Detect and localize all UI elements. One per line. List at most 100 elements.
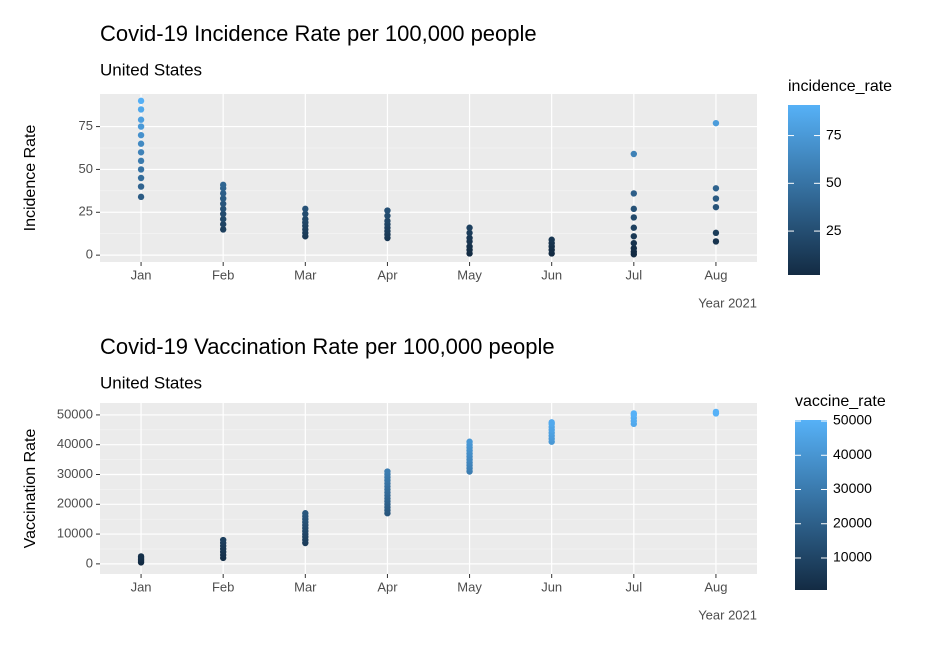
- y-tick-label: 40000: [57, 436, 93, 451]
- colorbar-label: 50000: [833, 412, 872, 428]
- point: [219, 210, 227, 218]
- point: [466, 229, 473, 237]
- point: [384, 217, 391, 225]
- x-tick-label: May: [457, 579, 482, 594]
- chart-title: Covid-19 Vaccination Rate per 100,000 pe…: [100, 334, 555, 359]
- x-tick-label: Jan: [131, 579, 152, 594]
- point: [630, 214, 638, 221]
- y-tick-label: 50: [79, 161, 93, 176]
- point: [466, 224, 473, 231]
- point: [219, 200, 227, 207]
- point: [466, 243, 473, 250]
- point: [137, 166, 145, 173]
- panel: [100, 94, 757, 262]
- y-tick-label: 30000: [57, 466, 93, 481]
- y-axis-title: Vaccination Rate: [22, 429, 39, 549]
- point: [384, 468, 391, 475]
- point: [219, 205, 227, 213]
- y-tick-label: 75: [79, 118, 93, 133]
- y-tick-label: 25: [79, 204, 93, 219]
- x-tick-label: Jan: [131, 267, 152, 282]
- colorbar: [795, 420, 827, 590]
- point: [712, 203, 720, 211]
- x-axis-title: Year 2021: [698, 295, 757, 310]
- point: [712, 238, 720, 245]
- point: [384, 207, 391, 214]
- point: [630, 224, 638, 231]
- point: [219, 181, 227, 189]
- x-tick-label: Jun: [541, 579, 562, 594]
- x-tick-label: Mar: [294, 267, 317, 282]
- colorbar-label: 30000: [833, 480, 872, 496]
- chart-subtitle: United States: [100, 373, 202, 392]
- point: [137, 140, 145, 147]
- x-tick-label: Apr: [377, 267, 398, 282]
- point: [712, 229, 720, 237]
- x-tick-label: May: [457, 267, 482, 282]
- point: [137, 183, 145, 190]
- point: [219, 190, 227, 197]
- x-tick-label: Jun: [541, 267, 562, 282]
- point: [712, 195, 720, 202]
- legend-title: vaccine_rate: [795, 393, 886, 410]
- point: [302, 215, 309, 223]
- point: [548, 419, 555, 426]
- point: [302, 510, 309, 517]
- point: [466, 438, 473, 445]
- point: [219, 221, 227, 228]
- point: [137, 149, 145, 156]
- point: [137, 193, 145, 201]
- point: [384, 212, 391, 219]
- x-tick-label: Mar: [294, 579, 317, 594]
- y-tick-label: 50000: [57, 406, 93, 421]
- point: [302, 210, 309, 218]
- legend-title: incidence_rate: [788, 78, 892, 95]
- y-tick-label: 0: [86, 247, 93, 262]
- chart-subtitle: United States: [100, 60, 202, 79]
- point: [630, 233, 638, 240]
- x-tick-label: Aug: [704, 579, 727, 594]
- x-tick-label: Feb: [212, 579, 234, 594]
- point: [630, 245, 638, 252]
- point: [219, 215, 227, 223]
- colorbar: [788, 105, 820, 275]
- point: [712, 185, 720, 192]
- point: [137, 123, 145, 130]
- x-tick-label: Apr: [377, 579, 398, 594]
- y-tick-label: 10000: [57, 526, 93, 541]
- colorbar-label: 50: [826, 174, 842, 190]
- chart-title: Covid-19 Incidence Rate per 100,000 peop…: [100, 21, 537, 46]
- point: [137, 131, 145, 139]
- y-tick-label: 0: [86, 555, 93, 570]
- point: [137, 157, 145, 165]
- colorbar-label: 10000: [833, 549, 872, 565]
- point: [548, 236, 555, 243]
- point: [630, 410, 638, 417]
- x-tick-label: Feb: [212, 267, 234, 282]
- point: [137, 174, 145, 182]
- point: [137, 116, 145, 123]
- x-tick-label: Jul: [626, 579, 643, 594]
- point: [466, 234, 473, 242]
- x-axis-title: Year 2021: [698, 607, 757, 622]
- y-axis-title: Incidence Rate: [22, 125, 39, 232]
- point: [137, 97, 145, 105]
- point: [630, 239, 638, 247]
- point: [302, 205, 309, 213]
- point: [219, 195, 227, 202]
- point: [630, 150, 638, 158]
- colorbar-label: 75: [826, 126, 842, 142]
- y-tick-label: 20000: [57, 496, 93, 511]
- point: [630, 205, 638, 213]
- point: [137, 106, 145, 113]
- colorbar-label: 20000: [833, 514, 872, 530]
- point: [712, 119, 720, 127]
- x-tick-label: Aug: [704, 267, 727, 282]
- point: [219, 226, 227, 233]
- colorbar-label: 40000: [833, 446, 872, 462]
- point: [712, 408, 720, 416]
- point: [137, 553, 145, 560]
- point: [630, 190, 638, 197]
- point: [219, 536, 227, 544]
